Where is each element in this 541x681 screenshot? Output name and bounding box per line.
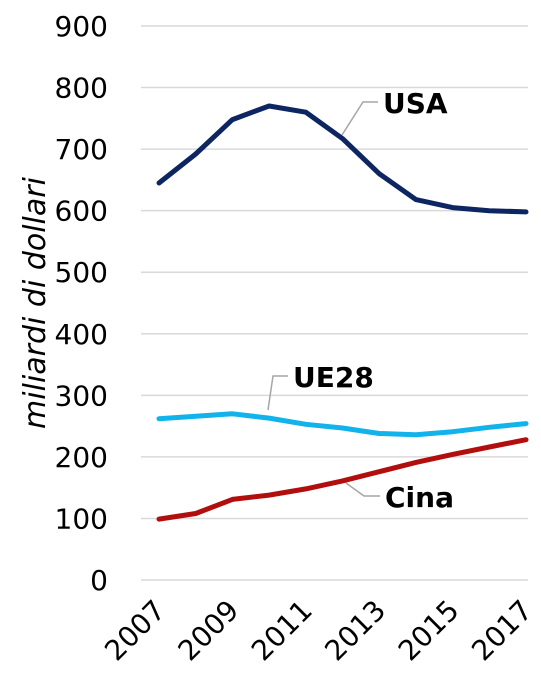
series-label-usa: USA [383, 87, 448, 120]
x-tick-label: 2007 [98, 594, 172, 668]
series-line-usa [156, 103, 529, 215]
series-line-cina [156, 437, 529, 522]
y-axis-ticks: 0 100 200 300 400 500 600 700 800 900 [55, 10, 108, 597]
y-tick-label: 900 [55, 10, 108, 43]
y-axis-label: miliardi di dollari [18, 176, 53, 429]
y-tick-label: 400 [55, 318, 108, 351]
x-tick-label: 2015 [392, 594, 466, 668]
x-tick-label: 2011 [245, 594, 319, 668]
y-tick-label: 700 [55, 133, 108, 166]
y-tick-label: 0 [90, 564, 108, 597]
label-leader-line [267, 375, 288, 411]
label-leader-line [345, 482, 380, 497]
y-tick-label: 100 [55, 502, 108, 535]
y-tick-label: 600 [55, 195, 108, 228]
x-tick-label: 2009 [172, 594, 246, 668]
series-labels: USA UE28 Cina [267, 87, 454, 514]
label-leader-line [341, 101, 378, 136]
x-tick-label: 2017 [465, 594, 539, 668]
y-tick-label: 200 [55, 441, 108, 474]
gridlines [141, 25, 528, 520]
series-lines [156, 103, 529, 522]
y-tick-label: 800 [55, 72, 108, 105]
series-line-ue28 [156, 411, 529, 438]
series-label-cina: Cina [385, 481, 454, 514]
y-tick-label: 300 [55, 379, 108, 412]
y-tick-label: 500 [55, 256, 108, 289]
x-axis-ticks: 2007 2009 2011 2013 2015 2017 [98, 594, 539, 668]
series-label-ue28: UE28 [293, 361, 374, 394]
x-tick-label: 2013 [318, 594, 392, 668]
